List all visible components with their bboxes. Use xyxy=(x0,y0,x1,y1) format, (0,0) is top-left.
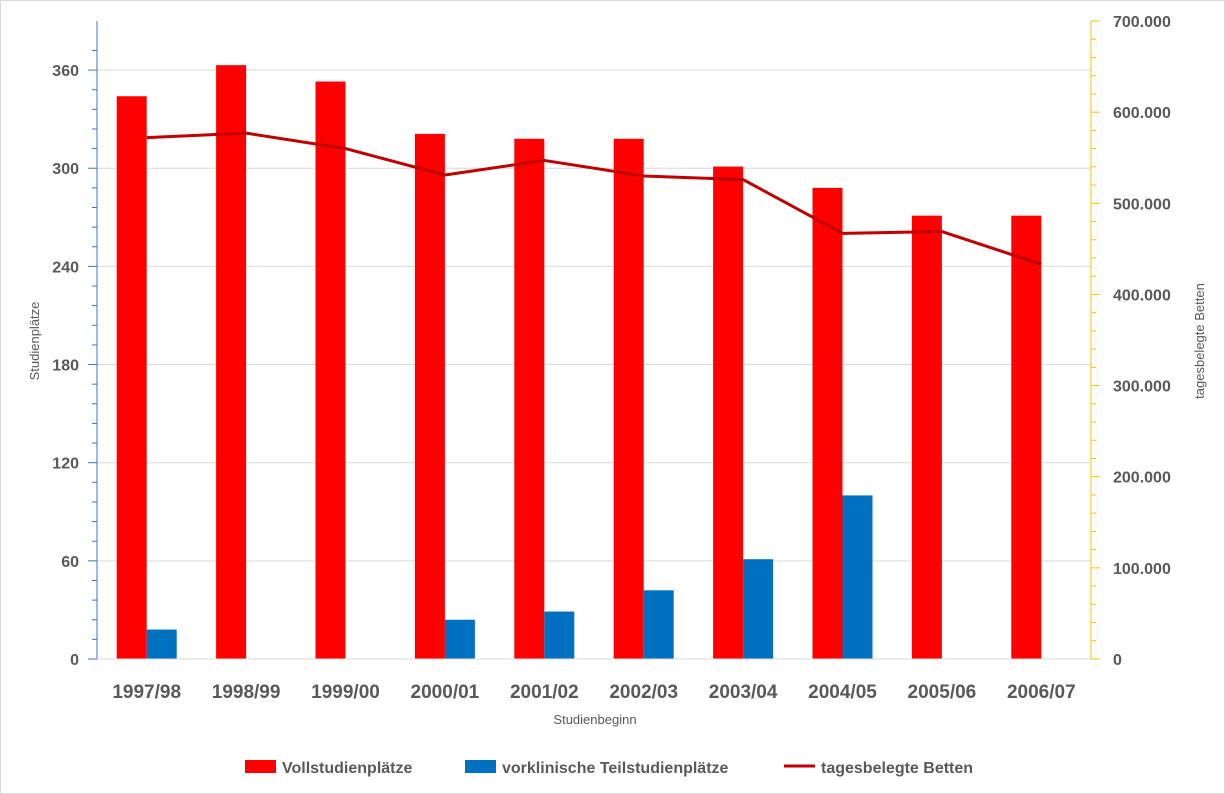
x-tick-label: 1999/00 xyxy=(311,682,380,703)
y-tick-label: 120 xyxy=(52,456,79,473)
bar-vollstudienplaetze xyxy=(713,166,744,659)
x-tick-label: 2000/01 xyxy=(411,682,480,703)
legend-label-teilstudienplaetze: vorklinische Teilstudienplätze xyxy=(502,760,729,777)
y-tick-label: 360 xyxy=(52,63,79,80)
x-tick-label: 2001/02 xyxy=(510,682,579,703)
y2-tick-label: 0 xyxy=(1113,652,1122,669)
bar-vollstudienplaetze xyxy=(812,187,843,659)
x-tick-label: 2005/06 xyxy=(908,682,977,703)
bar-vollstudienplaetze xyxy=(216,65,247,659)
line-series xyxy=(146,131,1042,266)
y2-tick-label: 100.000 xyxy=(1113,561,1171,578)
y-tick-label: 180 xyxy=(52,358,79,375)
y2-tick-label: 200.000 xyxy=(1113,470,1171,487)
y2-tick-label: 700.000 xyxy=(1113,14,1171,31)
y-tick-label: 0 xyxy=(70,652,79,669)
y2-tick-label: 300.000 xyxy=(1113,379,1171,396)
bars xyxy=(116,65,1042,660)
y2-tick-label: 500.000 xyxy=(1113,196,1171,213)
y2-tick-label: 600.000 xyxy=(1113,105,1171,122)
legend-label-vollstudienplaetze: Vollstudienplätze xyxy=(282,760,412,777)
y-tick-label: 300 xyxy=(52,161,79,178)
bar-teilstudienplaetze xyxy=(643,590,674,659)
bar-vollstudienplaetze xyxy=(911,215,942,659)
bar-teilstudienplaetze xyxy=(146,629,177,659)
tick-labels: 0 60 120 180 240 300 360 0 100.000 200.000 300.000… xyxy=(52,14,1171,703)
legend: Vollstudienplätze vorklinische Teilstudi… xyxy=(245,760,973,777)
y2-axis-title: tagesbelegte Betten xyxy=(1192,283,1207,399)
x-tick-label: 2002/03 xyxy=(609,682,678,703)
x-tick-label: 1998/99 xyxy=(212,682,281,703)
bar-vollstudienplaetze xyxy=(315,81,346,660)
x-axis-title: Studienbeginn xyxy=(553,712,636,727)
legend-swatch-vollstudienplaetze xyxy=(245,760,276,773)
x-tick-label: 2003/04 xyxy=(709,682,778,703)
bar-teilstudienplaetze xyxy=(444,619,475,659)
y-tick-label: 240 xyxy=(52,259,79,276)
x-tick-label: 2006/07 xyxy=(1007,682,1076,703)
bar-vollstudienplaetze xyxy=(414,133,445,659)
x-tick-label: 2004/05 xyxy=(808,682,877,703)
bar-teilstudienplaetze xyxy=(544,611,575,659)
bar-teilstudienplaetze xyxy=(743,559,774,659)
y-axis-title: Studienplätze xyxy=(27,302,42,381)
x-tick-label: 1997/98 xyxy=(112,682,181,703)
bar-vollstudienplaetze xyxy=(1011,215,1042,659)
legend-label-betten: tagesbelegte Betten xyxy=(821,760,973,777)
legend-swatch-teilstudienplaetze xyxy=(465,760,496,773)
y-tick-label: 60 xyxy=(61,554,79,571)
bar-vollstudienplaetze xyxy=(514,138,545,660)
axes xyxy=(88,20,1100,660)
bar-vollstudienplaetze xyxy=(116,96,147,659)
y2-tick-label: 400.000 xyxy=(1113,287,1171,304)
bar-teilstudienplaetze xyxy=(842,495,873,659)
bar-vollstudienplaetze xyxy=(613,138,644,660)
line-tagesbelegte-betten xyxy=(146,131,1042,266)
